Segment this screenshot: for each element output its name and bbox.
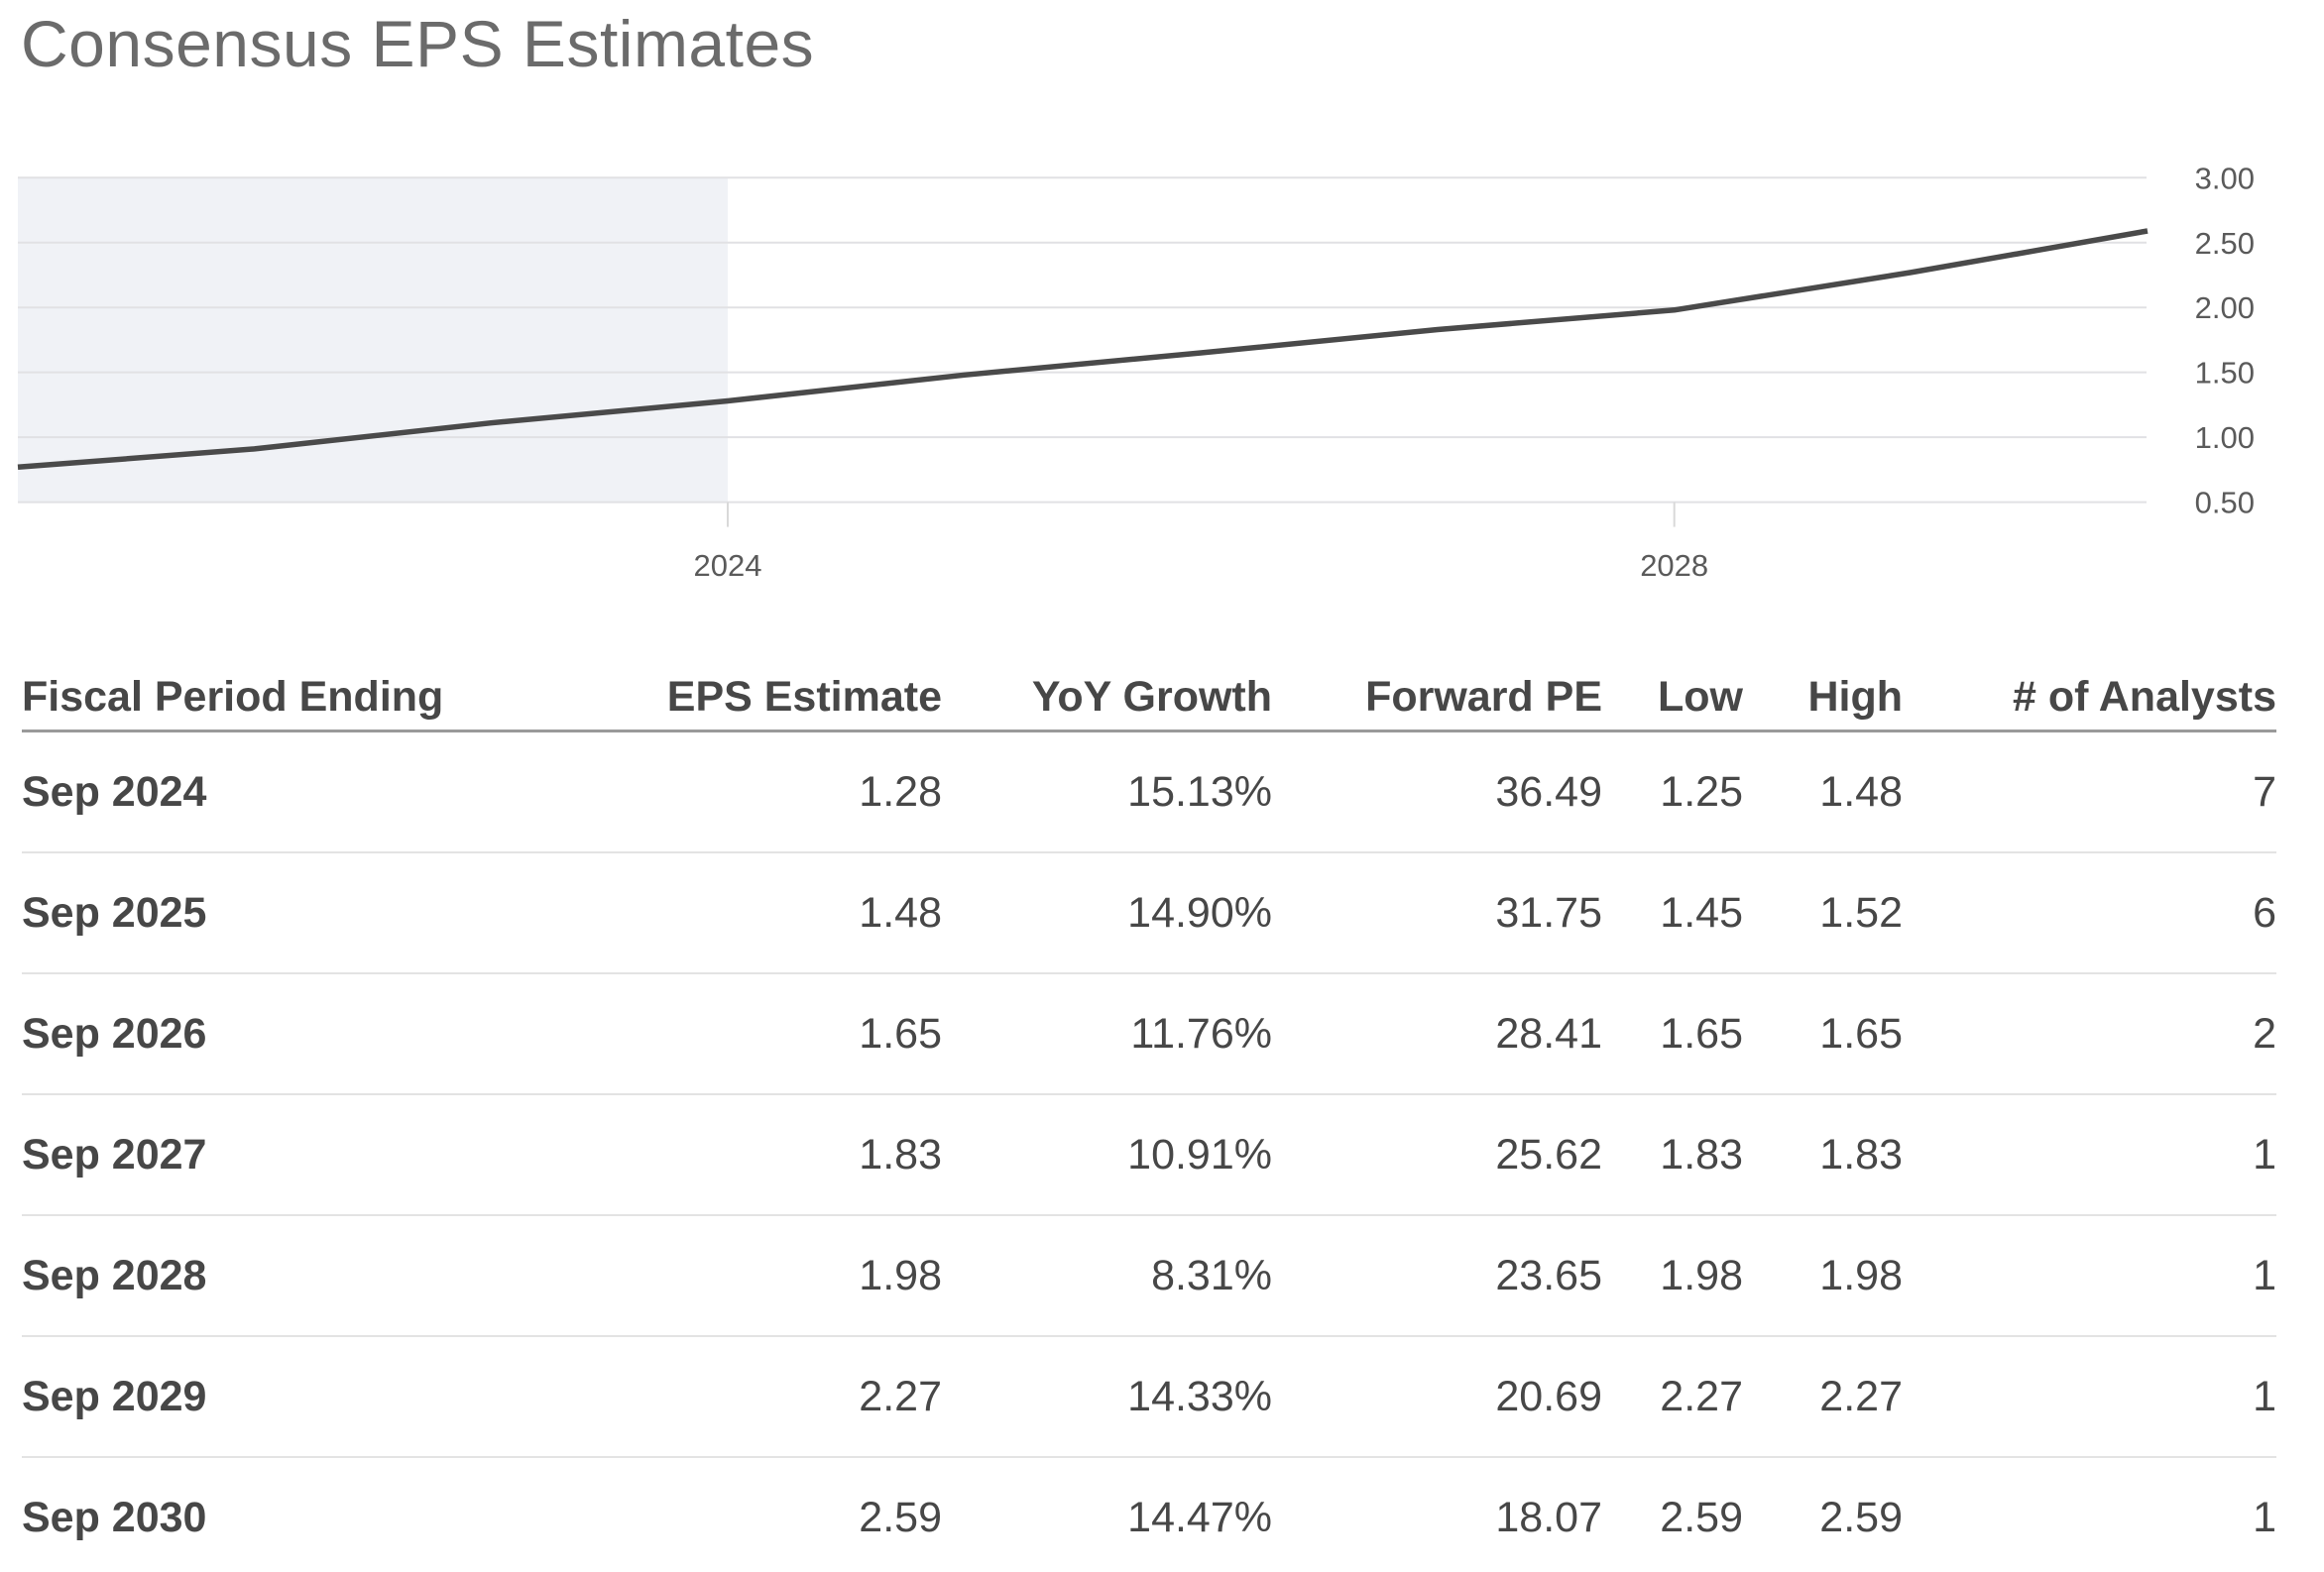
cell-low: 2.27 xyxy=(1602,1336,1743,1458)
cell-yoy-growth: 14.47% xyxy=(942,1457,1272,1572)
cell-high: 1.65 xyxy=(1743,973,1903,1095)
cell-fiscal-period: Sep 2029 xyxy=(22,1336,448,1458)
col-header-fiscal-period-ending: Fiscal Period Ending xyxy=(22,664,448,732)
cell-eps-estimate: 1.65 xyxy=(448,973,942,1095)
cell-yoy-growth: 15.13% xyxy=(942,730,1272,853)
table-body: Sep 2024 1.28 15.13% 36.49 1.25 1.48 7 Sep 2025… xyxy=(22,730,2276,1572)
cell-low: 1.83 xyxy=(1602,1094,1743,1216)
cell-high: 1.83 xyxy=(1743,1094,1903,1216)
chart-highlight-region xyxy=(18,177,728,503)
cell-eps-estimate: 1.48 xyxy=(448,852,942,974)
x-axis-tick-label: 2024 xyxy=(694,548,762,583)
cell-fiscal-period: Sep 2024 xyxy=(22,730,448,853)
estimates-table: Fiscal Period Ending EPS Estimate YoY Gr… xyxy=(22,664,2276,1572)
y-axis-tick-label: 0.50 xyxy=(2195,486,2255,520)
cell-fiscal-period: Sep 2028 xyxy=(22,1215,448,1337)
cell-forward-pe: 18.07 xyxy=(1272,1457,1602,1572)
eps-line xyxy=(17,228,2149,471)
col-header-forward-pe: Forward PE xyxy=(1272,664,1602,732)
x-axis-tick-label: 2028 xyxy=(1640,548,1708,583)
y-axis-tick-label: 1.00 xyxy=(2195,420,2255,455)
cell-eps-estimate: 2.27 xyxy=(448,1336,942,1458)
estimates-table-wrap: Fiscal Period Ending EPS Estimate YoY Gr… xyxy=(22,664,2276,1572)
eps-line-chart[interactable]: 0.50 1.00 1.50 2.00 2.50 3.00 2024 2028 xyxy=(0,114,2324,600)
cell-yoy-growth: 10.91% xyxy=(942,1094,1272,1216)
cell-high: 1.48 xyxy=(1743,730,1903,853)
cell-forward-pe: 28.41 xyxy=(1272,973,1602,1095)
page-title: Consensus EPS Estimates xyxy=(21,7,815,80)
cell-analyst-count: 6 xyxy=(1903,852,2276,974)
cell-fiscal-period: Sep 2025 xyxy=(22,852,448,974)
cell-analyst-count: 1 xyxy=(1903,1457,2276,1572)
cell-high: 2.27 xyxy=(1743,1336,1903,1458)
cell-low: 1.65 xyxy=(1602,973,1743,1095)
cell-low: 1.25 xyxy=(1602,730,1743,853)
cell-fiscal-period: Sep 2027 xyxy=(22,1094,448,1216)
y-axis-tick-label: 3.00 xyxy=(2195,161,2255,195)
cell-analyst-count: 2 xyxy=(1903,973,2276,1095)
cell-eps-estimate: 1.83 xyxy=(448,1094,942,1216)
cell-yoy-growth: 8.31% xyxy=(942,1215,1272,1337)
cell-analyst-count: 1 xyxy=(1903,1336,2276,1458)
cell-yoy-growth: 14.90% xyxy=(942,852,1272,974)
table-header-row: Fiscal Period Ending EPS Estimate YoY Gr… xyxy=(22,664,2276,732)
cell-analyst-count: 1 xyxy=(1903,1215,2276,1337)
cell-fiscal-period: Sep 2026 xyxy=(22,973,448,1095)
table-row: Sep 2030 2.59 14.47% 18.07 2.59 2.59 1 xyxy=(22,1457,2276,1572)
cell-eps-estimate: 2.59 xyxy=(448,1457,942,1572)
table-row: Sep 2027 1.83 10.91% 25.62 1.83 1.83 1 xyxy=(22,1094,2276,1216)
cell-low: 2.59 xyxy=(1602,1457,1743,1572)
cell-forward-pe: 36.49 xyxy=(1272,730,1602,853)
table-row: Sep 2025 1.48 14.90% 31.75 1.45 1.52 6 xyxy=(22,852,2276,974)
table-row: Sep 2028 1.98 8.31% 23.65 1.98 1.98 1 xyxy=(22,1215,2276,1337)
col-header-eps-estimate: EPS Estimate xyxy=(448,664,942,732)
y-axis-tick-label: 2.50 xyxy=(2195,226,2255,261)
cell-high: 1.52 xyxy=(1743,852,1903,974)
cell-forward-pe: 25.62 xyxy=(1272,1094,1602,1216)
col-header-high: High xyxy=(1743,664,1903,732)
col-header-analyst-count: # of Analysts xyxy=(1903,664,2276,732)
col-header-low: Low xyxy=(1602,664,1743,732)
cell-forward-pe: 31.75 xyxy=(1272,852,1602,974)
y-axis-tick-label: 2.00 xyxy=(2195,290,2255,325)
cell-low: 1.45 xyxy=(1602,852,1743,974)
cell-eps-estimate: 1.28 xyxy=(448,730,942,853)
cell-eps-estimate: 1.98 xyxy=(448,1215,942,1337)
table-row: Sep 2029 2.27 14.33% 20.69 2.27 2.27 1 xyxy=(22,1336,2276,1458)
table-row: Sep 2026 1.65 11.76% 28.41 1.65 1.65 2 xyxy=(22,973,2276,1095)
cell-fiscal-period: Sep 2030 xyxy=(22,1457,448,1572)
cell-yoy-growth: 14.33% xyxy=(942,1336,1272,1458)
col-header-yoy-growth: YoY Growth xyxy=(942,664,1272,732)
cell-low: 1.98 xyxy=(1602,1215,1743,1337)
cell-forward-pe: 23.65 xyxy=(1272,1215,1602,1337)
cell-high: 1.98 xyxy=(1743,1215,1903,1337)
table-row: Sep 2024 1.28 15.13% 36.49 1.25 1.48 7 xyxy=(22,730,2276,853)
cell-forward-pe: 20.69 xyxy=(1272,1336,1602,1458)
y-axis-tick-label: 1.50 xyxy=(2195,356,2255,391)
cell-analyst-count: 1 xyxy=(1903,1094,2276,1216)
cell-analyst-count: 7 xyxy=(1903,730,2276,853)
cell-yoy-growth: 11.76% xyxy=(942,973,1272,1095)
cell-high: 2.59 xyxy=(1743,1457,1903,1572)
